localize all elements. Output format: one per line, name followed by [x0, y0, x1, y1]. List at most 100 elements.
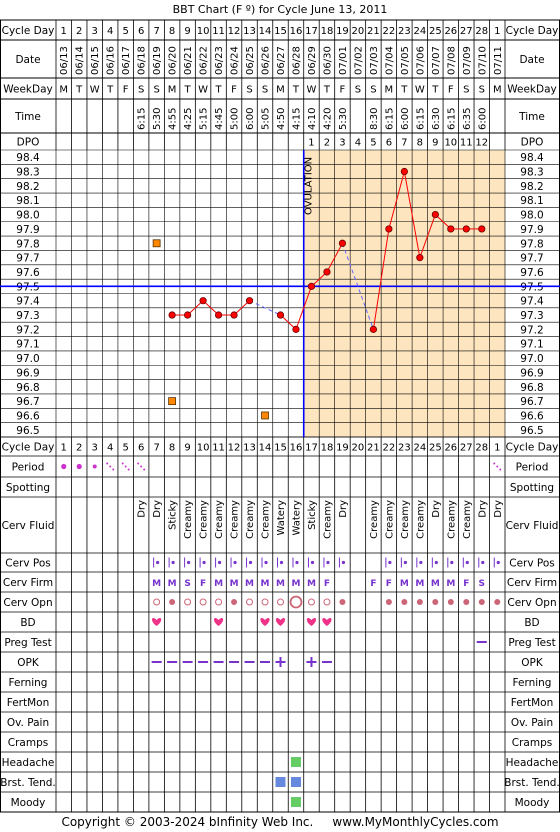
cerv-firm-row-label-right: Cerv Firm [507, 577, 557, 589]
period-mark [496, 465, 499, 468]
bd-row-label-right: BD [524, 617, 539, 629]
date-cell: 07/06 [415, 46, 426, 75]
cycle-day-cell-bottom: 6 [138, 443, 144, 454]
temp-line-segment [388, 171, 405, 230]
weekday-cell: T [184, 85, 192, 96]
period-row-label-right: Period [516, 462, 549, 474]
weekday-cell: S [246, 85, 252, 96]
period-row-label-left: Period [12, 462, 45, 474]
cerv-opn-row-label-left: Cerv Opn [3, 597, 52, 609]
cycle-day-cell: 5 [122, 26, 128, 37]
cerv-opn-mark [478, 599, 485, 605]
temp-line-segment [419, 214, 436, 258]
temp-tick-right: 98.3 [520, 167, 543, 179]
cerv-firm-cell: M [245, 579, 254, 589]
time-cell: 4:20 [322, 108, 333, 130]
cerv-pos-dot [341, 560, 346, 565]
cerv-opn-mark [199, 598, 207, 606]
weekday-cell: T [431, 85, 439, 96]
fertmon-row-label-right: FertMon [511, 697, 554, 709]
cerv-fluid-cell: Creamy [369, 500, 380, 539]
period-mark [61, 463, 67, 470]
cerv-firm-cell: M [291, 579, 300, 589]
date-cell: 06/14 [75, 46, 86, 75]
cycle-day-cell-bottom: 15 [274, 443, 287, 454]
time-cell: 6:00 [477, 108, 488, 130]
weekday-cell: F [340, 85, 346, 96]
time-cell: 6:15 [137, 108, 148, 130]
temp-tick-right: 98.2 [520, 181, 543, 193]
weekday-cell: W [198, 85, 208, 96]
temp-tick-left: 96.7 [16, 396, 39, 408]
temp-tick-left: 98.0 [16, 210, 39, 222]
temp-tick-left: 98.3 [16, 167, 39, 179]
cerv-opn-mark [401, 599, 408, 605]
moody-row-label-left: Moody [11, 797, 46, 809]
cerv-fluid-cell: Dry [338, 500, 349, 518]
date-cell: 07/01 [338, 46, 349, 75]
date-cell: 07/11 [493, 46, 504, 75]
cycle-day-cell: 7 [153, 26, 159, 37]
temp-tick-left: 98.1 [16, 195, 39, 207]
time-cell: 4:25 [183, 108, 194, 130]
date-cell: 06/27 [276, 46, 287, 75]
bd-row-label-left: BD [20, 617, 35, 629]
time-label-left: Time [14, 111, 41, 123]
temp-point [478, 225, 486, 233]
spotting-row-label-left: Spotting [6, 482, 50, 494]
cycle-day-cell: 11 [212, 26, 225, 37]
cerv-firm-cell: M [276, 579, 285, 589]
temp-tick-left: 96.9 [16, 367, 39, 379]
cycle-day-cell-bottom: 19 [336, 443, 349, 454]
dpo-label-right: DPO [521, 137, 544, 149]
cerv-opn-mark [215, 598, 223, 606]
temp-tick-right: 97.1 [520, 339, 543, 351]
temp-gap-line [249, 300, 281, 316]
breast-tenderness-mark [290, 777, 301, 787]
date-cell: 06/30 [322, 46, 333, 75]
cycle-day-cell: 20 [352, 26, 365, 37]
date-cell: 06/18 [137, 46, 148, 75]
cycle-day-cell: 25 [429, 26, 442, 37]
dpo-cell: 9 [432, 138, 438, 149]
temp-tick-right: 96.7 [520, 396, 543, 408]
ferning-row-label-left: Ferning [9, 677, 48, 689]
cerv-opn-mark [246, 598, 254, 606]
temp-point [447, 225, 455, 233]
cerv-opn-mark [447, 599, 454, 605]
temp-tick-left: 96.5 [16, 425, 39, 437]
temp-tick-right: 98.0 [520, 210, 543, 222]
cerv-firm-cell: F [386, 579, 392, 589]
cycle-day-cell: 24 [413, 26, 426, 37]
dpo-cell: 2 [324, 138, 330, 149]
cerv-pos-dot [419, 560, 423, 565]
cycle-day-cell: 19 [336, 26, 349, 37]
temp-tick-right: 97.4 [520, 296, 544, 308]
preg-test-row-label-left: Preg Test [4, 637, 51, 649]
date-cell: 06/29 [307, 46, 318, 75]
cerv-opn-mark [261, 598, 269, 606]
cycle-day-cell: 8 [169, 26, 175, 37]
cerv-opn-mark [153, 598, 161, 606]
cerv-fluid-cell: Creamy [183, 500, 194, 539]
cerv-fluid-cell: Creamy [415, 500, 426, 539]
cycle-day-cell-bottom: 26 [444, 443, 457, 454]
cerv-opn-row-label-right: Cerv Opn [507, 597, 556, 609]
cerv-firm-cell: S [479, 579, 485, 589]
date-label-right: Date [519, 54, 544, 66]
date-cell: 06/16 [106, 46, 117, 75]
ov-pain-row-label-left: Ov. Pain [7, 717, 49, 729]
weekday-cell: T [400, 85, 408, 96]
temp-tick-right: 97.7 [520, 253, 543, 265]
cerv-opn-mark [307, 598, 315, 606]
cycle-day-cell-bottom: 13 [243, 443, 256, 454]
temp-tick-right: 96.6 [520, 410, 544, 422]
cerv-firm-cell: M [446, 579, 455, 589]
temp-tick-right: 97.5 [520, 281, 543, 293]
temp-gap-line [341, 243, 374, 330]
time-cell: 6:15 [446, 108, 457, 130]
brst-tend-row-label-right: Brst. Tend. [504, 777, 560, 789]
dpo-cell: 5 [370, 138, 376, 149]
